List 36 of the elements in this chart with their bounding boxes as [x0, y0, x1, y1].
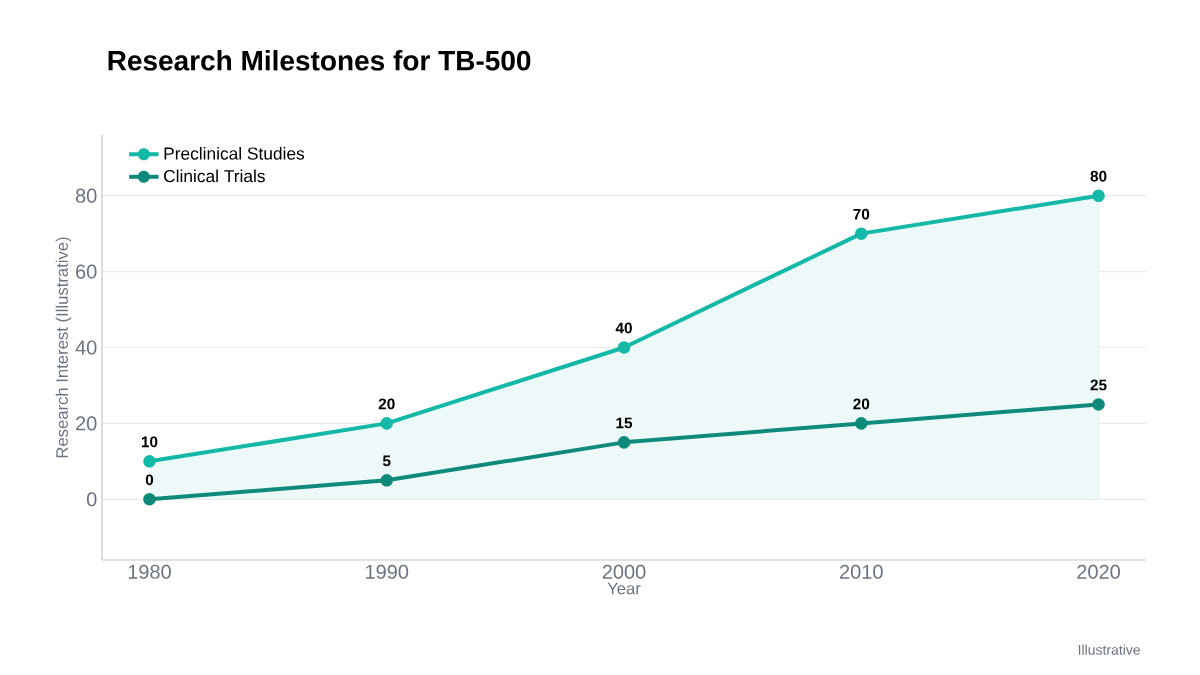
x-tick-label: 1980 [128, 564, 171, 579]
y-tick-label: 80 [75, 188, 97, 203]
data-label: 5 [382, 455, 391, 467]
data-label: 20 [378, 398, 395, 410]
point [855, 417, 868, 430]
y-axis-title: Research Interest (Illustrative) [55, 237, 72, 458]
data-label: 80 [1090, 170, 1107, 182]
point [143, 493, 156, 506]
data-label: 0 [145, 474, 154, 486]
x-tick-label: 2020 [1077, 564, 1120, 579]
y-tick-label: 60 [76, 264, 97, 279]
legend-label: Preclinical Studies [164, 146, 305, 160]
chart-title: Research Milestones for TB-500 [108, 50, 531, 71]
data-label: 10 [141, 436, 158, 448]
x-tick-label: 1990 [366, 564, 409, 579]
point [1092, 189, 1105, 202]
point [143, 455, 156, 468]
x-tick-label: 2010 [840, 564, 883, 579]
legend-label: Clinical Trials [164, 169, 265, 183]
point [1092, 398, 1105, 411]
data-label: 40 [615, 322, 632, 334]
text: Illustrative [1078, 644, 1140, 655]
y-tick-label: 20 [76, 416, 97, 431]
data-label: 15 [616, 417, 633, 429]
point [380, 417, 393, 430]
y-tick-label: 0 [86, 492, 97, 507]
x-tick-label: 2000 [602, 564, 646, 579]
data-label: 20 [853, 398, 870, 410]
point [855, 227, 868, 240]
point [617, 436, 631, 449]
data-label: 70 [853, 208, 870, 220]
y-tick-label: 40 [75, 340, 97, 355]
x-axis-title: Year [607, 582, 641, 595]
point [380, 474, 393, 487]
point [617, 341, 631, 354]
data-label: 25 [1090, 379, 1107, 391]
